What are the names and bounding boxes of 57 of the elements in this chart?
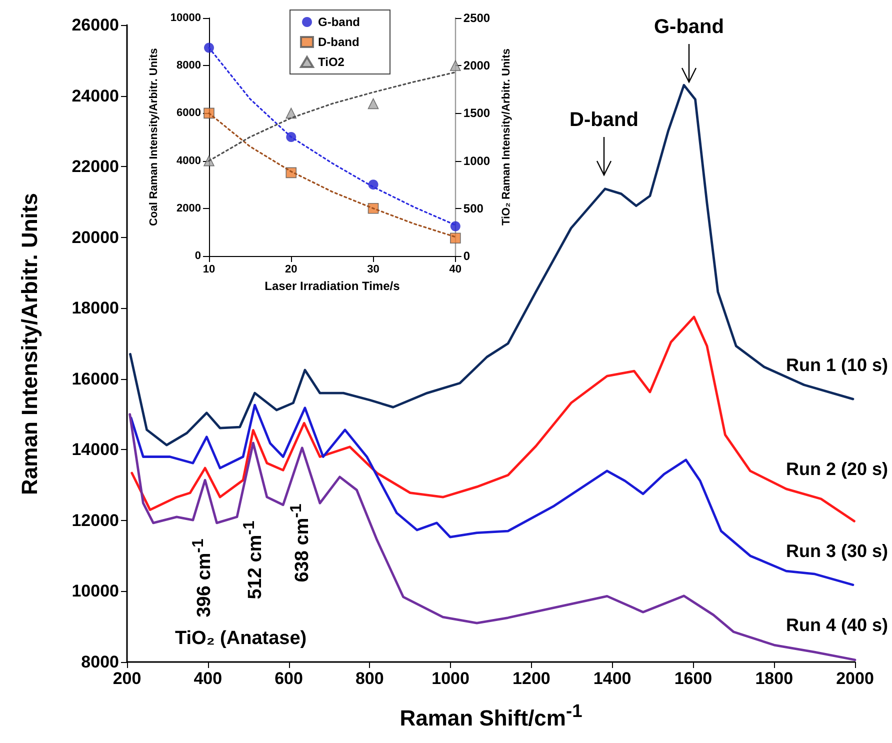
y-tick-label: 14000 — [72, 440, 119, 460]
y-tick-label: 26000 — [72, 16, 119, 34]
y2-tick-label: 1000 — [463, 154, 490, 168]
x-tick-label: 40 — [449, 264, 462, 276]
y2-tick-label: 1500 — [463, 106, 490, 120]
y-tick-label: 10000 — [170, 12, 201, 24]
y-axis-title: Raman Intensity/Arbitr. Units — [17, 192, 43, 494]
point — [204, 108, 214, 119]
y2-tick-label: 2000 — [463, 58, 490, 73]
y-axis-title: Coal Raman Intensity/Arbitr. Units — [148, 48, 160, 226]
x-tick-label: 800 — [355, 669, 384, 688]
x-tick-label: 400 — [194, 669, 222, 688]
series-label: Run 4 (40 s) — [786, 615, 888, 636]
x-tick-label: 30 — [367, 264, 380, 276]
x-tick-label: 2000 — [836, 669, 874, 688]
point — [204, 42, 214, 53]
x-tick-label: 1000 — [432, 669, 470, 688]
series-label: Run 1 (10 s) — [786, 354, 888, 376]
y-tick-label: 2000 — [176, 202, 201, 214]
y-tick-label: 24000 — [72, 86, 119, 106]
y-tick-label: 4000 — [176, 154, 201, 167]
x-tick-label: 20 — [285, 264, 298, 276]
series-label: Run 3 (30 s) — [786, 541, 888, 562]
y2-tick-label: 0 — [463, 249, 470, 263]
y-tick-label: 20000 — [72, 228, 119, 247]
legend-label: TiO2 — [318, 55, 345, 69]
y-tick-label: 8000 — [176, 60, 201, 72]
x-tick-label: 600 — [274, 669, 303, 688]
y-tick-label: 10000 — [72, 582, 119, 601]
x-tick-label: 1600 — [674, 669, 712, 688]
annotation: D-band — [570, 109, 638, 132]
point — [450, 232, 461, 244]
point — [368, 98, 379, 110]
x-axis-title: Raman Shift/cm$^{-1}$ — [400, 700, 582, 732]
point — [450, 221, 460, 232]
y2-tick-label: 500 — [463, 201, 484, 216]
y-tick-label: 18000 — [72, 298, 119, 318]
point — [450, 60, 461, 71]
annotation: G-band — [654, 16, 724, 39]
y-tick-label: 6000 — [176, 107, 201, 120]
x-axis-title: Laser Irradiation Time/s — [264, 278, 400, 293]
annotation: TiO₂ (Anatase) — [175, 628, 307, 650]
y2-axis-title: TiO₂ Raman Intensity/Arbitr. Units — [500, 48, 512, 226]
legend-label: G-band — [318, 15, 360, 29]
y-tick-label: 22000 — [72, 157, 119, 176]
legend-label: D-band — [318, 35, 360, 49]
x-tick-label: 1200 — [512, 669, 550, 688]
y-tick-label: 0 — [194, 250, 201, 262]
y-tick-label: 12000 — [72, 510, 119, 530]
x-tick-label: 200 — [112, 669, 142, 688]
series-label: Run 2 (20 s) — [786, 458, 888, 480]
y-tick-label: 8000 — [81, 652, 119, 672]
x-tick-label: 1800 — [755, 669, 794, 688]
y-tick-label: 16000 — [72, 369, 119, 388]
y2-tick-label: 2500 — [463, 11, 490, 25]
x-tick-label: 1400 — [593, 669, 632, 688]
x-tick-label: 10 — [202, 264, 216, 276]
